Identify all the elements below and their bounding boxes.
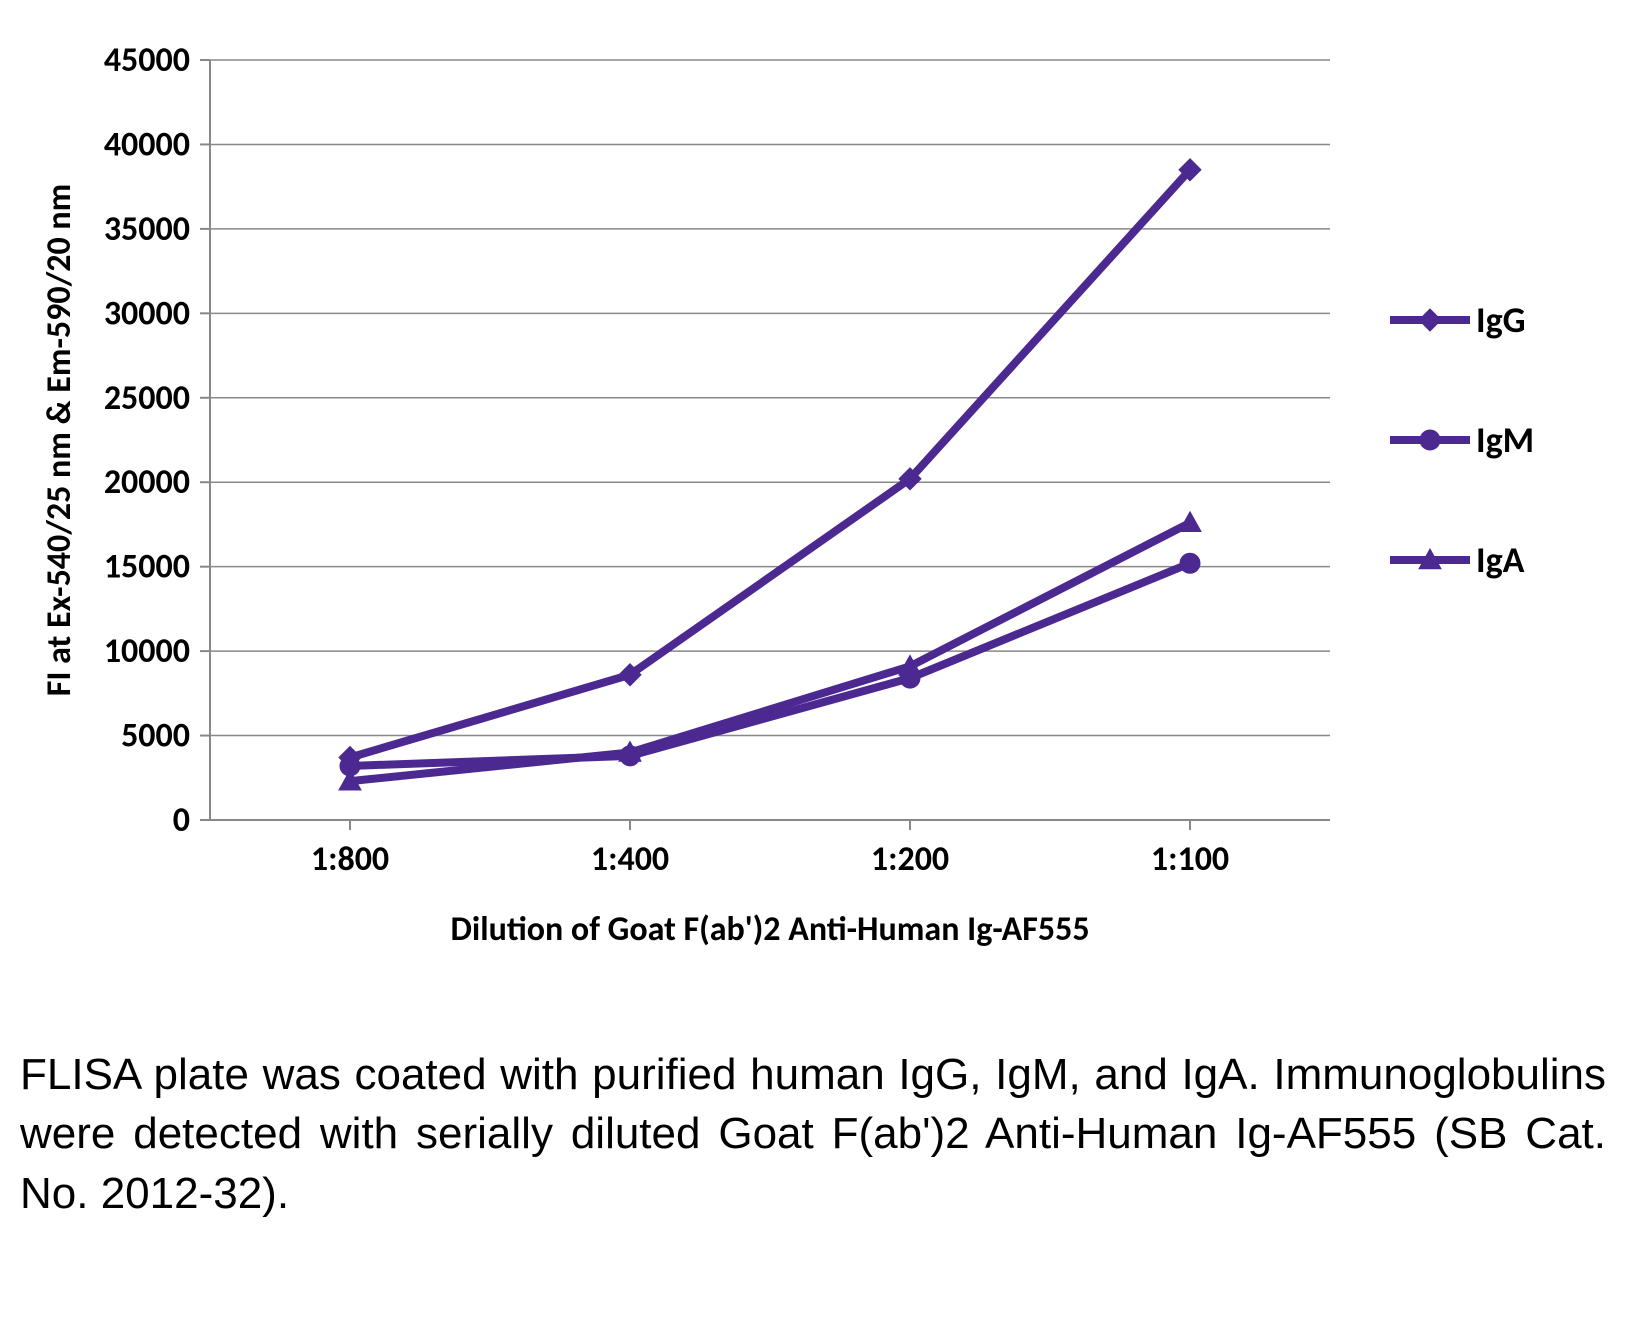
flisa-chart: 0 5000 10000 15000 20000 25000 30000 35000 40000… [20,20,1606,1005]
svg-text:5000: 5000 [121,716,190,757]
svg-text:1:200: 1:200 [871,839,949,880]
svg-text:15000: 15000 [104,547,190,588]
svg-text:45000: 45000 [104,40,190,81]
svg-text:25000: 25000 [104,378,190,419]
svg-text:0: 0 [173,800,190,841]
svg-text:IgM: IgM [1476,418,1534,462]
svg-text:IgG: IgG [1476,298,1526,342]
svg-text:FI at Ex-540/25 nm & Em-590/20: FI at Ex-540/25 nm & Em-590/20 nm [39,184,80,697]
svg-text:1:100: 1:100 [1151,839,1229,880]
svg-text:40000: 40000 [104,124,190,165]
svg-text:30000: 30000 [104,293,190,334]
chart-caption: FLISA plate was coated with purified hum… [20,1045,1606,1223]
chart-svg: 0 5000 10000 15000 20000 25000 30000 35000 40000… [20,20,1606,1000]
svg-text:20000: 20000 [104,462,190,503]
svg-text:10000: 10000 [104,631,190,672]
svg-text:IgA: IgA [1476,538,1525,582]
svg-text:35000: 35000 [104,209,190,250]
svg-text:Dilution of Goat F(ab')2 Anti-: Dilution of Goat F(ab')2 Anti-Human Ig-A… [450,909,1089,950]
svg-text:1:400: 1:400 [591,839,669,880]
svg-text:1:800: 1:800 [311,839,389,880]
